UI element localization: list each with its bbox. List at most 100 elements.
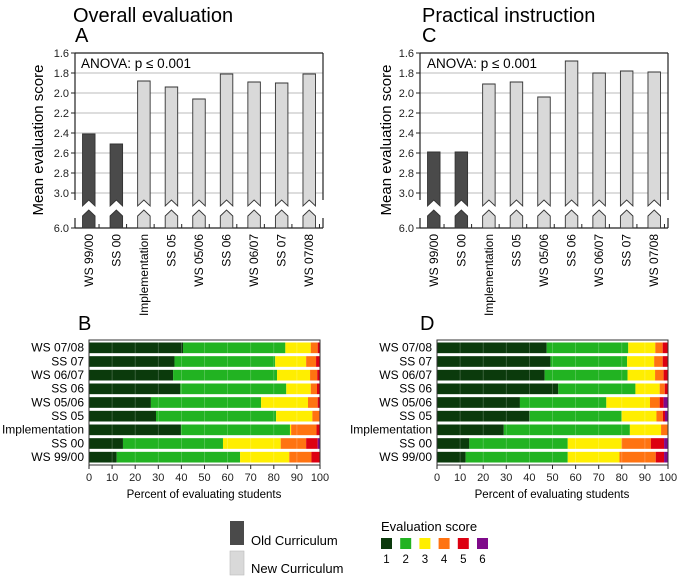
segment-score-1 [437, 383, 559, 395]
row-label: WS 05/06 [379, 395, 432, 409]
segment-score-2 [546, 342, 629, 354]
segment-score-3 [635, 383, 660, 395]
bar-lower-ws-05-06 [537, 209, 551, 229]
panel-d-xlabel: Percent of evaluating students [475, 489, 630, 501]
segment-score-6 [664, 438, 668, 449]
legend-score-title: Evaluation score [381, 519, 477, 534]
bar-lower-ss-06 [564, 209, 579, 229]
x-tick-label: 60 [569, 472, 581, 484]
segment-score-3 [627, 356, 655, 367]
y-tick-label: 2.8 [399, 168, 414, 180]
bar-lower-ws-06-07 [247, 209, 261, 229]
segment-score-1 [89, 410, 156, 422]
segment-score-3 [275, 356, 307, 367]
segment-score-1 [437, 397, 520, 408]
bar-ss-06 [564, 60, 579, 208]
segment-score-5 [662, 342, 668, 354]
x-tick-label: SS 00 [109, 234, 123, 267]
x-tick-label: 0 [434, 472, 440, 484]
bar-ws-99-00 [427, 151, 441, 208]
legend-score-3-label: 3 [422, 554, 428, 566]
x-tick-label: WS 06/07 [592, 234, 606, 287]
legend-score-1-label: 1 [383, 554, 389, 566]
segment-score-2 [519, 397, 607, 408]
row-label: SS 05 [399, 409, 432, 423]
row-label: WS 06/07 [31, 368, 84, 382]
panel-d-letter: D [420, 313, 434, 335]
segment-score-4 [621, 438, 651, 449]
x-tick-label: 80 [268, 472, 280, 484]
x-tick-label: SS 05 [509, 234, 523, 267]
y-tick-label: 2.6 [399, 148, 414, 160]
x-tick-label: WS 99/00 [427, 234, 441, 287]
segment-score-1 [89, 424, 181, 436]
y-tick-label: 2.4 [399, 128, 414, 140]
segment-score-5 [316, 356, 320, 367]
y-tick-label: 1.6 [399, 48, 414, 60]
segment-score-2 [465, 451, 568, 463]
bar-lower-ss-00 [109, 209, 124, 229]
segment-score-5 [663, 369, 668, 381]
panel-b-xlabel: Percent of evaluating students [127, 489, 282, 501]
segment-score-1 [437, 410, 530, 422]
bar-lower-ss-05 [509, 209, 524, 229]
y-tick-label: 2.2 [54, 108, 69, 120]
y-tick-label: 2.8 [54, 168, 69, 180]
bar-lower-ss-07 [274, 209, 289, 229]
segment-score-4 [289, 451, 312, 463]
bar-ss-07 [619, 70, 634, 208]
x-tick-label: 0 [86, 472, 92, 484]
bar-lower-ws-07-08 [302, 209, 316, 229]
y-tick-label: 2.0 [54, 88, 69, 100]
legend-new-curriculum-swatch [229, 550, 245, 576]
segment-score-2 [173, 369, 278, 381]
segment-score-4 [654, 356, 663, 367]
bar-lower-implementation [137, 209, 151, 229]
segment-score-3 [222, 438, 281, 449]
segment-score-1 [89, 342, 184, 354]
bar-lower-ss-00 [454, 209, 469, 229]
y-tick-label: 1.8 [54, 68, 69, 80]
segment-score-4 [655, 342, 663, 354]
y-tick-label: 3.0 [399, 188, 414, 200]
segment-score-1 [437, 451, 466, 463]
segment-score-3 [261, 397, 308, 408]
segment-score-3 [606, 397, 650, 408]
legend-score-1-swatch [381, 538, 392, 549]
y-tick-label: 2.6 [54, 148, 69, 160]
segment-score-5 [317, 342, 320, 354]
legend: Old Curriculum New Curriculum Evaluation… [229, 519, 488, 576]
segment-score-5 [316, 383, 320, 395]
segment-score-3 [240, 451, 290, 463]
row-label: SS 07 [51, 354, 84, 368]
segment-score-4 [655, 369, 664, 381]
x-tick-label: 70 [245, 472, 257, 484]
x-tick-label: SS 07 [620, 234, 634, 267]
segment-score-4 [310, 369, 318, 381]
bar-lower-ws-99-00 [427, 209, 441, 229]
segment-score-2 [183, 342, 286, 354]
bar-lower-ws-06-07 [592, 209, 606, 229]
segment-score-4 [661, 424, 668, 436]
bar-ss-00 [109, 143, 124, 208]
segment-score-2 [550, 356, 628, 367]
segment-score-3 [628, 342, 656, 354]
row-label: Implementation [350, 423, 432, 437]
x-tick-label: 80 [616, 472, 628, 484]
segment-score-4 [280, 438, 307, 449]
x-tick-label: 20 [129, 472, 141, 484]
segment-score-4 [659, 383, 665, 395]
legend-score-3-swatch [419, 538, 431, 549]
segment-score-5 [316, 424, 320, 436]
segment-score-2 [529, 410, 622, 422]
segment-score-2 [180, 424, 290, 436]
segment-score-1 [437, 369, 545, 381]
x-tick-label: 60 [221, 472, 233, 484]
segment-score-2 [469, 438, 568, 449]
segment-score-5 [317, 369, 320, 381]
y-tick-label: 6.0 [54, 223, 69, 235]
legend-score-5-label: 5 [460, 554, 466, 566]
